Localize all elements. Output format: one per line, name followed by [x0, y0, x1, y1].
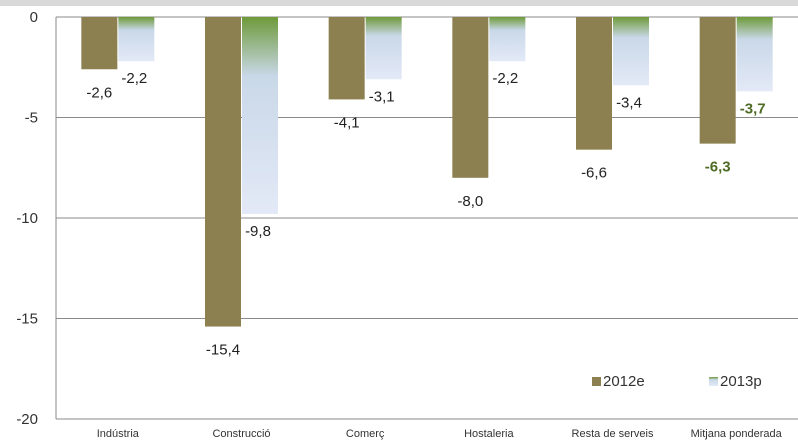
x-axis-categories: Indústria Construcció Comerç Hostaleria Rest… — [97, 428, 783, 440]
bar-2012e — [205, 17, 241, 327]
legend-label-2013p: 2013p — [720, 373, 762, 390]
bar-2012e — [576, 17, 612, 150]
bar-2013p — [118, 17, 155, 62]
data-label-2013p: -3,1 — [369, 88, 395, 105]
data-label-2012e: -6,6 — [581, 165, 607, 182]
legend-swatch-2013p — [709, 377, 718, 386]
data-label-2012e: -2,6 — [86, 84, 112, 101]
x-category-label: Mitjana ponderada — [691, 428, 783, 440]
y-tick-label: 0 — [30, 9, 38, 26]
data-labels: -2,6 -2,2 -15,4 -9,8 -4,1 -3,1 -8,0 -2,2 -6,6 -3,… — [86, 70, 765, 358]
x-category-label: Construcció — [212, 428, 270, 440]
data-label-2013p: -2,2 — [492, 70, 518, 87]
grid-lines — [55, 16, 798, 420]
bar-2013p — [736, 17, 773, 92]
data-label-2013p: -3,7 — [740, 100, 766, 117]
bar-2012e — [328, 17, 365, 100]
data-label-2013p: -9,8 — [245, 223, 271, 240]
data-label-2012e: -8,0 — [457, 193, 483, 210]
bars — [81, 17, 773, 327]
data-label-2012e: -6,3 — [705, 159, 731, 176]
bar-2012e — [452, 17, 489, 178]
y-tick-label: -5 — [25, 110, 38, 127]
bar-2013p — [613, 17, 649, 86]
x-category-label: Hostaleria — [464, 428, 514, 440]
x-category-label: Indústria — [97, 428, 140, 440]
bar-2013p — [489, 17, 526, 62]
y-tick-label: -20 — [16, 411, 38, 428]
y-axis-ticks: 0 -5 -10 -15 -20 — [16, 9, 38, 428]
legend-label-2012e: 2012e — [603, 373, 645, 390]
data-label-2012e: -4,1 — [334, 114, 360, 131]
x-category-label: Comerç — [346, 428, 385, 440]
data-label-2013p: -3,4 — [616, 94, 642, 111]
bar-2013p — [242, 17, 278, 214]
legend-swatch-2012e — [592, 377, 601, 386]
data-label-2013p: -2,2 — [121, 70, 147, 87]
data-label-2012e: -15,4 — [206, 342, 240, 359]
bar-2013p — [365, 17, 402, 80]
x-category-label: Resta de serveis — [572, 428, 654, 440]
bar-2012e — [699, 17, 736, 144]
y-tick-label: -15 — [16, 311, 38, 328]
legend: 2012e 2013p — [592, 373, 762, 390]
y-tick-label: -10 — [16, 210, 38, 227]
bar-2012e — [81, 17, 118, 70]
top-band — [0, 0, 798, 6]
